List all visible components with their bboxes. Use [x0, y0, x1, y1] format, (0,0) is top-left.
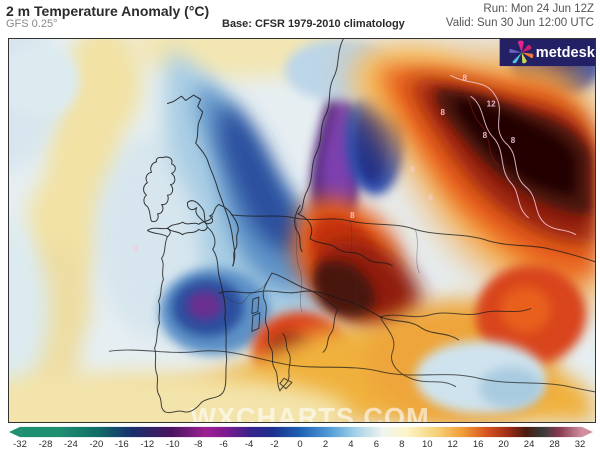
svg-text:8: 8 — [511, 136, 516, 145]
svg-text:8: 8 — [463, 74, 468, 83]
svg-text:8: 8 — [133, 244, 138, 253]
svg-text:WXCHARTS.COM: WXCHARTS.COM — [190, 402, 429, 422]
svg-text:8: 8 — [410, 165, 415, 174]
svg-text:8: 8 — [428, 193, 433, 202]
svg-text:12: 12 — [487, 100, 496, 109]
svg-text:8: 8 — [483, 131, 488, 140]
svg-text:8: 8 — [350, 211, 355, 220]
svg-text:metdesk: metdesk — [536, 45, 595, 61]
svg-text:8: 8 — [440, 108, 445, 117]
